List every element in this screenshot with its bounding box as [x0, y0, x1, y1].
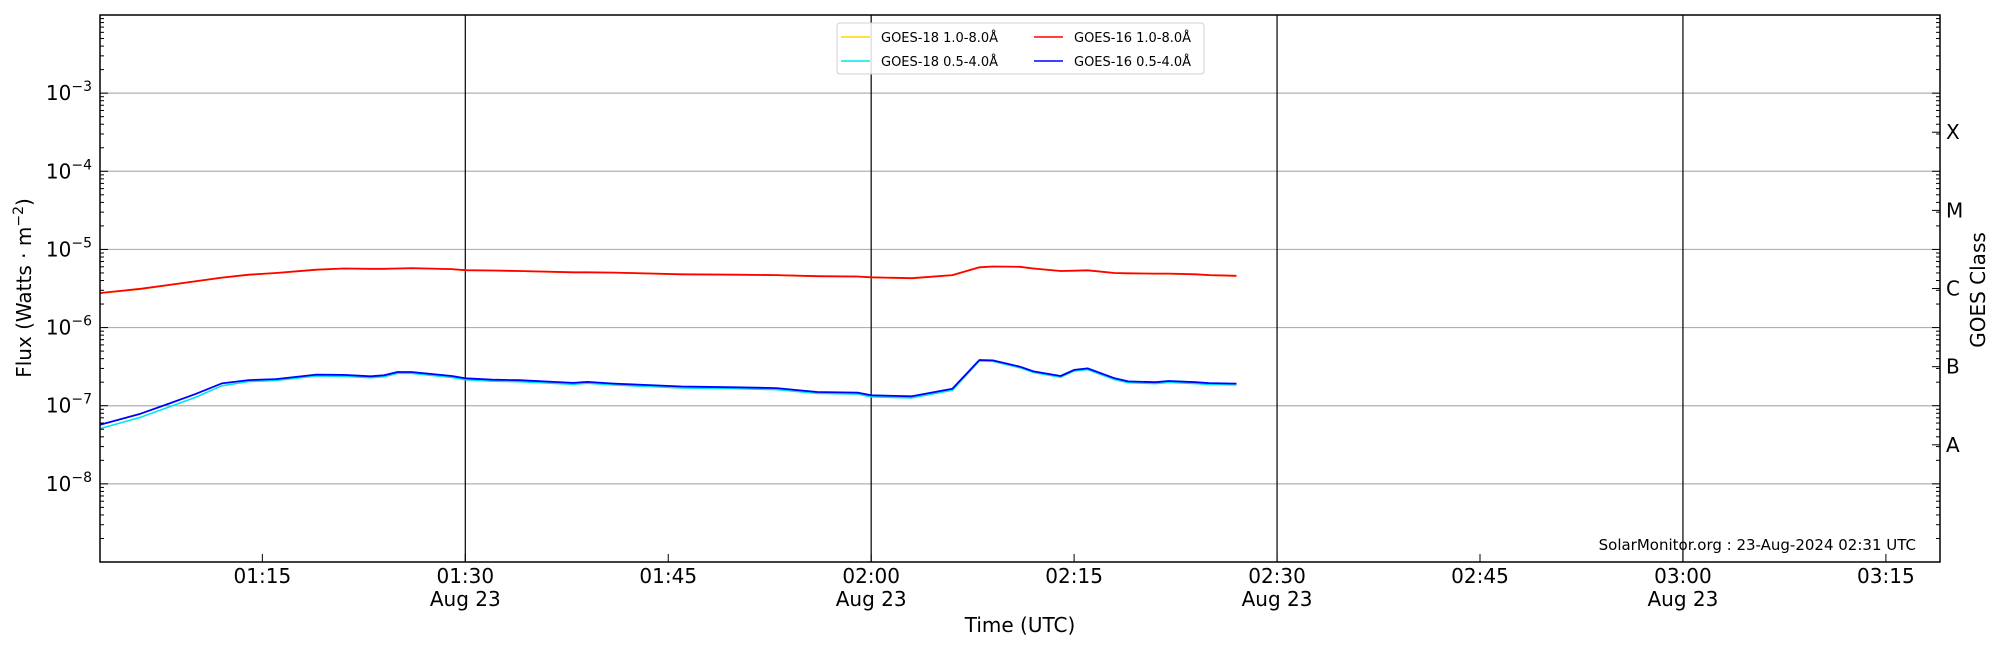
goes-class-label: C	[1946, 277, 1960, 301]
y-axis-label-main: Flux (Watts · m	[12, 227, 36, 378]
y-axis-label-exp: −2	[11, 206, 27, 227]
y-tick-exponent: −8	[71, 470, 92, 486]
legend-label: GOES-18 1.0-8.0Å	[881, 30, 998, 46]
y-axis-label-end: )	[12, 198, 36, 206]
x-tick-label: 01:30	[436, 564, 494, 588]
y-tick-base: 10	[46, 472, 71, 496]
x-tick-date: Aug 23	[1242, 587, 1313, 611]
y-tick-label: 10−5	[46, 235, 92, 261]
legend-label: GOES-16 0.5-4.0Å	[1074, 54, 1191, 70]
series-lines	[99, 265, 1237, 430]
series-line-2	[99, 265, 1237, 294]
goes-class-label: A	[1946, 433, 1960, 457]
grid-lines	[100, 92, 1940, 485]
series-line-4	[99, 359, 1237, 426]
x-tick-label: 03:15	[1857, 564, 1915, 588]
right-axis-label: GOES Class	[1966, 232, 1990, 348]
watermark-annotation: SolarMonitor.org : 23-Aug-2024 02:31 UTC	[1599, 536, 1916, 554]
y-tick-base: 10	[46, 159, 71, 183]
y-tick-exponent: −5	[71, 235, 92, 251]
y-tick-label: 10−4	[46, 157, 92, 183]
x-axis-label: Time (UTC)	[964, 613, 1076, 637]
goes-class-label: M	[1946, 198, 1963, 222]
legend: GOES-18 1.0-8.0Å GOES-18 0.5-4.0Å GOES-16 …	[836, 22, 1205, 75]
x-tick-date: Aug 23	[1648, 587, 1719, 611]
goes-class-label: B	[1946, 355, 1960, 379]
y-tick-base: 10	[46, 81, 71, 105]
x-tick-date: Aug 23	[430, 587, 501, 611]
x-tick-label: 02:15	[1045, 564, 1103, 588]
x-tick-label: 03:00	[1654, 564, 1712, 588]
goes-class-label: X	[1946, 120, 1960, 144]
y-tick-exponent: −4	[71, 157, 92, 173]
y-tick-base: 10	[46, 394, 71, 418]
legend-label: GOES-18 0.5-4.0Å	[881, 54, 998, 70]
x-tick-label: 01:45	[639, 564, 697, 588]
y-tick-exponent: −6	[71, 314, 92, 330]
y-tick-label: 10−7	[46, 392, 92, 418]
series-line-3	[99, 360, 1237, 430]
y-tick-label: 10−8	[46, 470, 92, 496]
legend-box	[836, 22, 1205, 75]
y-tick-label: 10−6	[46, 314, 92, 340]
day-boundary-lines	[464, 15, 1684, 562]
plot-frame	[99, 14, 1941, 563]
y-tick-exponent: −3	[71, 79, 92, 95]
x-tick-label: 01:15	[234, 564, 292, 588]
y-tick-base: 10	[46, 237, 71, 261]
x-tick-label: 02:45	[1451, 564, 1509, 588]
x-tick-date: Aug 23	[836, 587, 907, 611]
y-axis-label: Flux (Watts · m−2)	[11, 198, 36, 378]
y-tick-label: 10−3	[46, 79, 92, 105]
legend-label: GOES-16 1.0-8.0Å	[1074, 30, 1191, 46]
y-tick-base: 10	[46, 316, 71, 340]
y-tick-exponent: −7	[71, 392, 92, 408]
x-tick-label: 02:00	[842, 564, 900, 588]
x-tick-label: 02:30	[1248, 564, 1306, 588]
